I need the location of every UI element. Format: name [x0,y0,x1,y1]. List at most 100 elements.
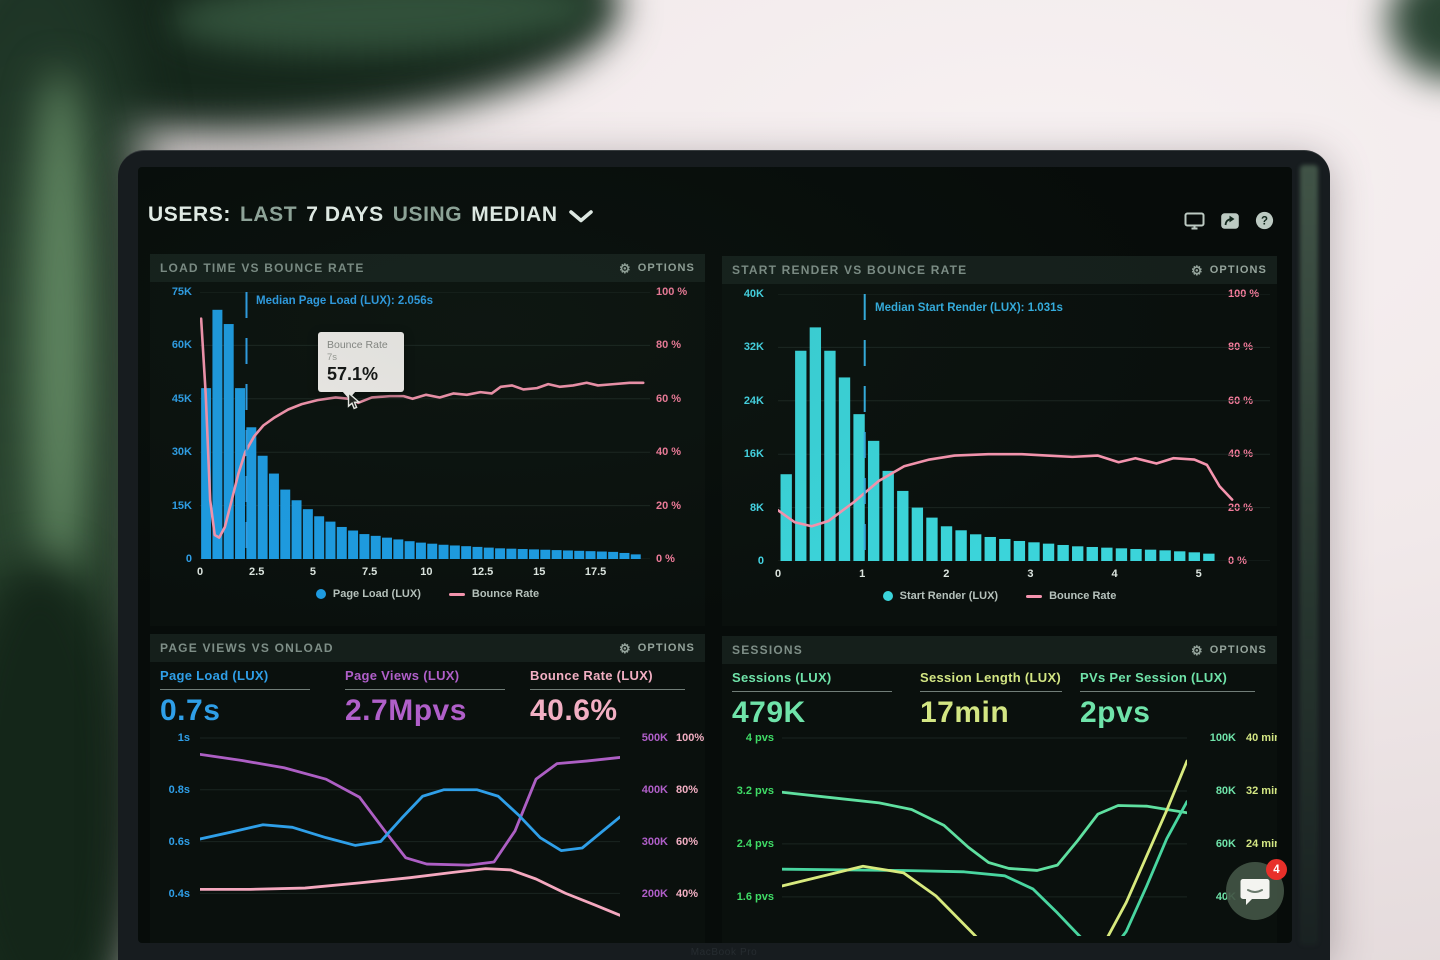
x-axis: 0 1 2 3 4 5 [774,568,1270,582]
y-axis-label: 0 % [1228,555,1247,567]
legend-item: Bounce Rate [1026,590,1116,602]
panel-page-views-vs-onload: PAGE VIEWS VS ONLOAD ⚙ OPTIONS Page Load … [150,634,705,943]
panel-title: START RENDER VS BOUNCE RATE [732,263,968,277]
dashboard-screen: USERS: LAST 7 DAYS USING MEDIAN ? [138,167,1292,943]
metric-bounce-rate: Bounce Rate (LUX) 40.6% [530,668,700,728]
metric-value: 40.6% [530,694,618,727]
display-icon[interactable] [1184,212,1205,230]
tooltip: Bounce Rate 7s 57.1% [318,332,404,399]
y-axis-label: 75K [171,286,192,298]
header-title-dropdown[interactable]: USERS: LAST 7 DAYS USING MEDIAN [148,203,593,227]
sessions-chart[interactable] [782,730,1187,936]
line-marker-icon [1026,594,1043,598]
x-axis-label: 15 [533,566,546,578]
metric-divider [345,689,505,690]
tooltip-value: 57.1% [327,364,379,384]
y-axis-label: 2.4 pvs [736,838,774,850]
title-segment: 7 DAYS [306,203,384,226]
page-views-chart[interactable] [200,730,620,936]
x-axis-label: 10 [420,566,433,578]
panel-title: PAGE VIEWS VS ONLOAD [160,641,334,655]
x-axis-label: 0 [774,568,782,580]
panel-header: SESSIONS ⚙ OPTIONS [722,636,1277,664]
macbook-label: MacBook Pro [690,947,758,958]
y-axis-label: 200K [641,888,668,900]
y-axis-label: 15K [171,500,192,512]
line-marker-icon [448,592,465,596]
y-axis-label: 0 [185,553,192,565]
y-axis-label: 24K [743,395,764,407]
y-axis-label: 8K [749,502,764,514]
plant-leaf [28,70,92,590]
x-axis-label: 7.5 [361,566,378,578]
metric-value: 2pvs [1080,696,1151,729]
y-axis-label: 300K [641,836,668,848]
chart-legend: Page Load (LUX) Bounce Rate [150,588,705,600]
y-axis-label: 24 min [1246,838,1277,850]
metric-label: Sessions (LUX) [732,670,832,685]
y-axis-label: 40 % [656,446,682,458]
chat-badge: 4 [1266,859,1287,880]
x-axis-label: 4 [1111,568,1118,580]
share-icon[interactable] [1220,212,1240,230]
x-axis-label: 0 [196,566,204,578]
gear-icon: ⚙ [1191,262,1204,278]
svg-text:?: ? [1261,216,1268,228]
metric-pvs-per-session: PVs Per Session (LUX) 2pvs [1080,670,1270,730]
legend-item: Bounce Rate [448,588,539,600]
y-axis-label: 60K [1215,838,1236,850]
metric-page-views: Page Views (LUX) 2.7Mpvs [345,668,515,728]
gear-icon: ⚙ [619,640,632,656]
chat-bubble-icon [1240,879,1270,905]
y-axis-label: 60% [676,836,699,848]
gear-icon: ⚙ [619,260,632,276]
dot-marker-icon [882,591,893,601]
options-button[interactable]: ⚙ OPTIONS [619,260,695,276]
options-button[interactable]: ⚙ OPTIONS [619,640,695,656]
help-icon[interactable]: ? [1255,211,1274,230]
y-axis-label: 500K [641,732,668,744]
y-axis-label: 3.2 pvs [736,785,774,797]
chat-launcher[interactable]: 4 [1226,859,1287,920]
load-time-chart[interactable] [200,292,650,559]
median-annotation: Median Page Load (LUX): 2.056s [256,295,434,307]
metric-value: 479K [732,696,806,729]
y-axis-label: 16K [743,448,764,460]
options-button[interactable]: ⚙ OPTIONS [1191,262,1267,278]
chevron-down-icon [568,210,593,223]
dot-marker-icon [315,589,326,599]
start-render-chart[interactable] [778,294,1270,561]
options-button[interactable]: ⚙ OPTIONS [1191,642,1267,658]
metric-label: Page Load (LUX) [160,668,269,683]
y-axis-label: 400K [641,784,668,796]
x-axis-label: 3 [1027,568,1034,580]
metric-divider [920,691,1062,692]
legend-item: Start Render (LUX) [882,590,998,602]
metric-divider [1080,691,1255,692]
y-axis-label: 100% [676,732,705,744]
y-axis-label: 20 % [656,500,682,512]
metric-sessions: Sessions (LUX) 479K [732,670,912,730]
tooltip-x-value: 7s [327,352,338,363]
metric-label: Bounce Rate (LUX) [530,668,653,683]
y-axis-label: 32K [743,341,764,353]
y-axis-label: 0 % [656,553,675,565]
chart-legend: Start Render (LUX) Bounce Rate [722,590,1277,602]
x-axis-label: 2.5 [249,566,265,578]
metric-label: Session Length (LUX) [920,670,1062,685]
y-axis-label: 0.6s [168,836,190,848]
y-axis-label: 80K [1215,785,1236,797]
y-axis-label: 0 [757,555,764,567]
legend-item: Page Load (LUX) [315,588,421,600]
metric-divider [530,689,685,690]
x-axis-label: 5 [309,566,316,578]
panel-header: LOAD TIME VS BOUNCE RATE ⚙ OPTIONS [150,254,705,282]
x-axis-label: 17.5 [584,566,607,578]
y-axis-label: 60K [171,339,192,351]
panel-load-time-vs-bounce-rate: LOAD TIME VS BOUNCE RATE ⚙ OPTIONS 75K 60… [150,254,705,626]
panel-start-render-vs-bounce-rate: START RENDER VS BOUNCE RATE ⚙ OPTIONS 40K… [722,256,1277,626]
y-axis-label: 60 % [656,393,682,405]
metric-label: Page Views (LUX) [345,668,460,683]
y-axis-label: 0.8s [168,784,190,796]
